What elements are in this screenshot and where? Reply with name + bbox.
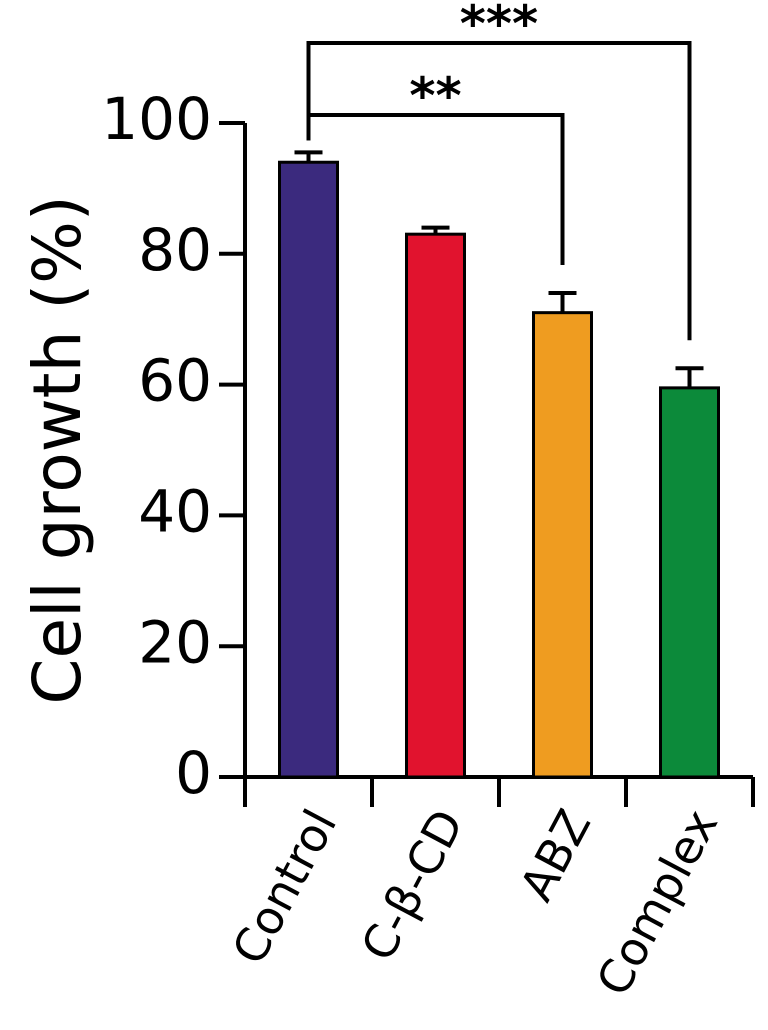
y-tick-label: 40: [138, 478, 212, 546]
x-tick-label: C-β-CD: [350, 801, 474, 970]
significance-label: ***: [460, 0, 538, 53]
x-tick-label: Control: [222, 801, 348, 973]
y-axis-label: Cell growth (%): [19, 195, 96, 704]
bars: [278, 150, 720, 779]
y-tick-label: 80: [138, 216, 212, 284]
significance-bracket: [306, 41, 692, 341]
y-tick-label: 60: [138, 347, 212, 415]
y-tick-label: 0: [175, 739, 212, 807]
bar-complex: [659, 386, 720, 779]
y-axis: 0 20 40 60 80 100: [101, 85, 247, 807]
bar-control: [278, 160, 339, 779]
bar-c-cd: [405, 232, 466, 779]
y-tick-label: 20: [138, 608, 212, 676]
x-tick-label: ABZ: [509, 801, 601, 910]
significance-brackets: *****: [306, 0, 692, 341]
bar-abz: [532, 311, 593, 779]
x-tick-label: Complex: [586, 801, 728, 1005]
significance-label: **: [409, 67, 461, 125]
y-tick-label: 100: [101, 85, 212, 153]
